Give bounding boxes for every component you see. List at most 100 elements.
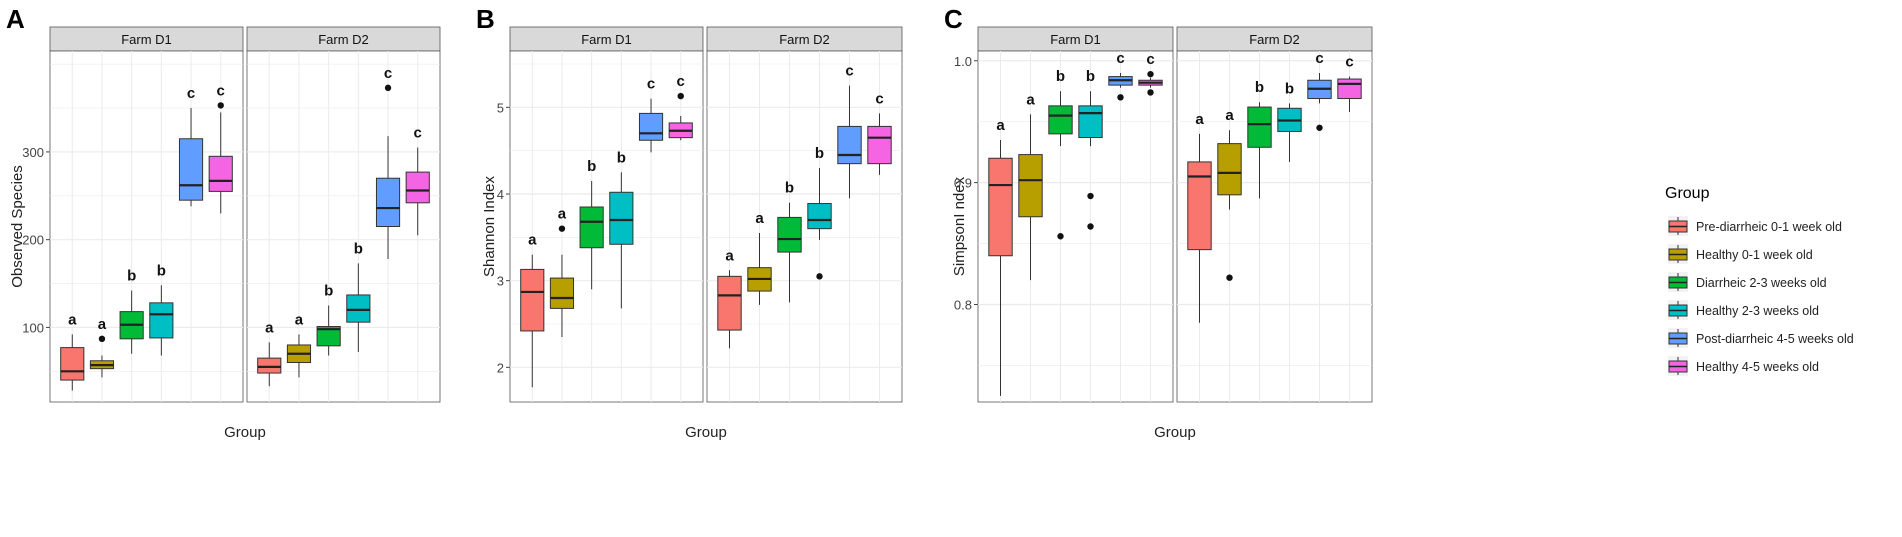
box-iqr [520, 268, 545, 332]
y-tick-label: 5 [497, 100, 504, 115]
significance-letter: c [677, 73, 685, 90]
box-iqr [60, 347, 85, 381]
facet-2: Farm D2 a a b b c c [706, 26, 903, 403]
legend-item: Healthy 2-3 weeks old [1668, 300, 1819, 320]
box-iqr [777, 216, 802, 253]
facet-strip [49, 26, 244, 52]
panel-label: C [944, 4, 963, 34]
box-4: b [149, 262, 174, 356]
box-4: b [1277, 80, 1302, 162]
significance-letter: b [127, 268, 136, 285]
panels: A Observed Species Group 100 200 300 Farm D1 a a… [6, 4, 1373, 441]
box-iqr [1247, 106, 1272, 148]
legend-item: Healthy 4-5 weeks old [1668, 356, 1819, 376]
box-5: c [178, 85, 204, 207]
significance-letter: a [98, 316, 107, 333]
outlier-point [677, 92, 684, 100]
facet-1: Farm D1 a a b b c c [509, 26, 704, 403]
significance-letter: b [157, 262, 166, 279]
facet-2: Farm D2 a a b b c c [1176, 26, 1373, 403]
plot-area [706, 50, 903, 403]
facet-strip-label: Farm D1 [121, 32, 172, 47]
box-iqr [638, 112, 664, 141]
box-6: c [405, 125, 430, 236]
legend-label: Healthy 4-5 weeks old [1696, 360, 1819, 374]
legend-items: Pre-diarrheic 0-1 week old Healthy 0-1 we… [1668, 216, 1854, 376]
box-iqr [867, 125, 892, 165]
outlier-point [1226, 274, 1233, 281]
legend-label: Pre-diarrheic 0-1 week old [1696, 220, 1842, 234]
y-tick-label: 300 [22, 145, 44, 160]
outlier-point [1087, 223, 1094, 230]
facet-strip [246, 26, 441, 52]
facet-strip-label: Farm D2 [779, 32, 830, 47]
outlier-point [1117, 94, 1124, 101]
box-2: a [1217, 107, 1242, 281]
y-tick-label: 100 [22, 320, 44, 335]
legend-title: Group [1665, 185, 1710, 202]
box-4: b [1078, 68, 1103, 230]
significance-letter: a [265, 319, 274, 336]
x-axis-title: Group [685, 424, 727, 441]
significance-letter: a [1225, 107, 1234, 124]
box-4: b [609, 149, 634, 309]
box-2: a [89, 316, 115, 378]
box-6: c [668, 73, 693, 141]
significance-letter: c [845, 63, 853, 80]
facet-strip-label: Farm D2 [1249, 32, 1300, 47]
significance-letter: b [587, 158, 596, 175]
box-iqr [717, 275, 742, 331]
box-5: c [1307, 50, 1332, 131]
significance-letter: b [1285, 80, 1294, 97]
box-iqr [178, 138, 204, 201]
y-tick-label: 2 [497, 360, 504, 375]
outlier-point [217, 102, 224, 109]
y-axis-title: SimpsonI ndex [951, 176, 968, 276]
significance-letter: b [1056, 68, 1065, 85]
significance-letter: c [1116, 50, 1124, 67]
legend-label: Diarrheic 2-3 weeks old [1696, 276, 1827, 290]
box-iqr [1018, 154, 1043, 218]
legend-label: Post-diarrheic 4-5 weeks old [1696, 332, 1854, 346]
significance-letter: c [414, 125, 422, 142]
box-1: a [257, 319, 282, 387]
panel-c: C SimpsonI ndex Group 0.8 0.9 1.0 Farm D1 a a b b c… [944, 4, 1373, 441]
y-tick-label: 200 [22, 233, 44, 248]
box-6: c [208, 82, 233, 214]
facet-strip-label: Farm D1 [1050, 32, 1101, 47]
box-iqr [609, 191, 634, 245]
box-5: c [837, 63, 862, 199]
facet-strip-label: Farm D2 [318, 32, 369, 47]
outlier-point [1316, 124, 1323, 131]
facet-1: Farm D1 a a b b c c [977, 26, 1174, 403]
y-axis-title: Shannon Index [481, 176, 498, 277]
plot-area [509, 50, 704, 403]
legend-label: Healthy 0-1 week old [1696, 248, 1813, 262]
box-5: c [1108, 50, 1133, 101]
facet-strip [1176, 26, 1373, 52]
legend-item: Diarrheic 2-3 weeks old [1668, 272, 1827, 292]
facet-strip [509, 26, 704, 52]
y-tick-label: 1.0 [954, 54, 972, 69]
significance-letter: a [68, 311, 77, 328]
outlier-point [816, 273, 823, 280]
panel-label: A [6, 4, 25, 34]
y-tick-label: 0.8 [954, 298, 972, 313]
outlier-point [1087, 192, 1094, 200]
significance-letter: c [647, 76, 655, 93]
box-6: c [1138, 51, 1163, 96]
box-1: a [1187, 111, 1212, 323]
box-iqr [375, 177, 401, 228]
significance-letter: b [815, 145, 824, 162]
y-tick-label: 3 [497, 274, 504, 289]
significance-letter: b [1086, 68, 1095, 85]
box-iqr [807, 203, 832, 230]
box-2: a [549, 206, 575, 337]
box-5: c [375, 65, 401, 259]
box-iqr [1078, 105, 1103, 139]
significance-letter: a [755, 210, 764, 227]
legend: Group Pre-diarrheic 0-1 week old Healthy … [1665, 185, 1854, 376]
x-axis-title: Group [1154, 424, 1196, 441]
outlier-point [558, 225, 566, 232]
